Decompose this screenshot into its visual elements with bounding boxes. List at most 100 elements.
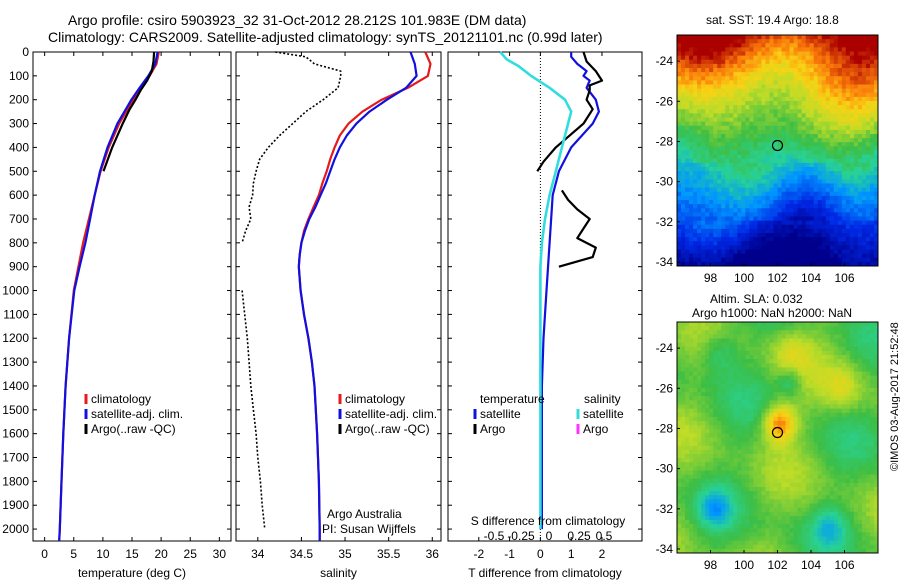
- temp-diff-argo-line: [536, 51, 604, 172]
- argo-temp-line: [102, 51, 156, 172]
- legend2-satellite-label: satellite-adj. clim.: [345, 407, 437, 421]
- map-x-tick-label: 102: [767, 558, 787, 572]
- sla-map: [677, 322, 879, 554]
- map-y-tick-label: -34: [656, 542, 674, 556]
- s-diff-tick-label: 0.5: [596, 529, 613, 543]
- diff-legend-sal-title: salinity: [584, 392, 621, 406]
- sla-map-title-line1: Altim. SLA: 0.032: [710, 292, 803, 306]
- s-diff-tick-label: 0: [546, 529, 553, 543]
- depth-tick-label: 1400: [2, 379, 29, 393]
- x-tick-label: 10: [96, 547, 110, 561]
- argo-australia-label: Argo Australia: [327, 507, 402, 521]
- map-y-tick-label: -26: [656, 94, 674, 108]
- depth-tick-label: 1100: [3, 307, 29, 321]
- x-tick-label: 0: [41, 547, 48, 561]
- temp-diff-argo-deep-line: [558, 189, 597, 268]
- map-x-tick-label: 98: [704, 271, 718, 285]
- sla-map-title-line2: Argo h1000: NaN h2000: NaN: [692, 306, 853, 320]
- x-tick-label: -1: [504, 547, 515, 561]
- depth-tick-label: 1500: [2, 403, 29, 417]
- legend-argo-label: Argo(..raw -QC): [91, 422, 176, 436]
- depth-tick-label: 2000: [2, 522, 29, 536]
- diff-legend-temp-title: temperature: [480, 392, 545, 406]
- map-x-tick-label: 100: [734, 558, 754, 572]
- depth-tick-label: 1800: [2, 474, 29, 488]
- diff-legend-temp-argo-label: Argo: [480, 422, 506, 436]
- x-tick-label: 25: [184, 547, 198, 561]
- map-y-tick-label: -32: [656, 215, 674, 229]
- sst-map-float-marker: [771, 139, 784, 152]
- map-y-tick-label: -30: [656, 462, 674, 476]
- temp-diff-satellite-line: [540, 52, 601, 530]
- diff-legend-sal-satellite-label: satellite: [583, 407, 624, 421]
- map-x-tick-label: 106: [834, 558, 854, 572]
- depth-tick-label: 500: [9, 164, 29, 178]
- x-tick-label: 20: [154, 547, 168, 561]
- s-diff-tick-label: -0.25: [507, 529, 535, 543]
- legend-satellite-label: satellite-adj. clim.: [91, 407, 183, 421]
- panel-frame-3: [447, 51, 643, 542]
- x-tick-label: 15: [125, 547, 139, 561]
- depth-tick-label: 700: [9, 212, 29, 226]
- salinity-reference-dotted-lower: [241, 290, 266, 530]
- satellite-temp-line: [58, 51, 159, 542]
- depth-tick-label: 100: [9, 69, 29, 83]
- x-tick-label: 34: [251, 547, 265, 561]
- satellite-salinity-line: [297, 51, 418, 541]
- salinity-reference-dotted-upper: [241, 51, 342, 244]
- x-axis-label: T difference from climatology: [468, 566, 622, 580]
- depth-tick-label: 300: [9, 117, 29, 131]
- map-y-tick-label: -28: [656, 421, 674, 435]
- s-diff-tick-label: 0.25: [567, 529, 591, 543]
- depth-tick-label: 0: [22, 45, 29, 59]
- sla-map-float-marker: [771, 426, 784, 439]
- x-tick-label: 5: [70, 547, 77, 561]
- map-y-tick-label: -32: [656, 502, 674, 516]
- depth-tick-label: 600: [9, 188, 29, 202]
- x-tick-label: 35.5: [377, 547, 401, 561]
- depth-tick-label: 900: [9, 260, 29, 274]
- s-diff-tick-label: -0.5: [484, 529, 505, 543]
- s-diff-axis-label: S difference from climatology: [471, 514, 626, 528]
- figure-title-line2: Climatology: CARS2009. Satellite-adjuste…: [48, 29, 603, 45]
- pi-label: PI: Susan Wijffels: [322, 522, 416, 536]
- depth-tick-label: 200: [9, 93, 29, 107]
- legend2-argo-label: Argo(..raw -QC): [345, 422, 430, 436]
- depth-tick-label: 1300: [2, 355, 29, 369]
- sal-diff-satellite-line: [499, 51, 573, 530]
- map-y-tick-label: -30: [656, 175, 674, 189]
- map-y-tick-label: -28: [656, 134, 674, 148]
- map-x-tick-label: 104: [801, 558, 821, 572]
- diff-legend-temp-satellite-label: satellite: [480, 407, 521, 421]
- depth-tick-label: 1200: [2, 331, 29, 345]
- depth-tick-label: 1700: [2, 451, 29, 465]
- map-x-tick-label: 104: [801, 271, 821, 285]
- panel-frame-2: [235, 51, 442, 542]
- depth-tick-label: 1900: [2, 498, 29, 512]
- x-tick-label: 34.5: [290, 547, 314, 561]
- x-axis-label: salinity: [320, 566, 357, 580]
- map-y-tick-label: -24: [656, 54, 674, 68]
- x-tick-label: -2: [473, 547, 484, 561]
- x-tick-label: 1: [568, 547, 575, 561]
- x-axis-label: temperature (deg C): [78, 566, 186, 580]
- map-x-tick-label: 98: [704, 558, 718, 572]
- sst-map-title: sat. SST: 19.4 Argo: 18.8: [706, 13, 839, 27]
- diff-legend-sal-argo-label: Argo: [583, 422, 609, 436]
- map-x-tick-label: 100: [734, 271, 754, 285]
- legend-climatology-label: climatology: [91, 392, 151, 406]
- depth-tick-label: 800: [9, 236, 29, 250]
- x-tick-label: 2: [599, 547, 606, 561]
- map-y-tick-label: -34: [656, 255, 674, 269]
- map-x-tick-label: 106: [834, 271, 854, 285]
- depth-tick-label: 400: [9, 140, 29, 154]
- sst-map: [677, 35, 879, 267]
- map-y-tick-label: -26: [656, 381, 674, 395]
- depth-tick-label: 1000: [2, 284, 29, 298]
- legend2-climatology-label: climatology: [345, 392, 405, 406]
- x-tick-label: 30: [213, 547, 227, 561]
- x-tick-label: 36: [426, 547, 440, 561]
- figure-title-line1: Argo profile: csiro 5903923_32 31-Oct-20…: [68, 12, 527, 28]
- map-x-tick-label: 102: [767, 271, 787, 285]
